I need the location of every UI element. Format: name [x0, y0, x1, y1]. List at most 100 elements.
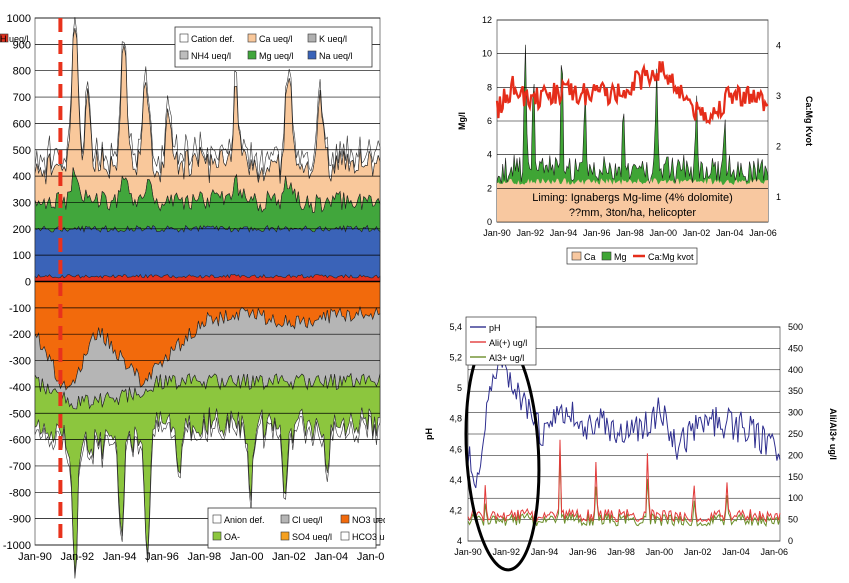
y-tick-label: 2 [487, 183, 492, 193]
y-tick-label: -900 [9, 514, 31, 526]
x-tick-label: Jan-92 [493, 547, 521, 557]
x-tick-label: Jan-94 [550, 228, 578, 238]
legend-swatch [179, 50, 189, 60]
legend-label: Anion def. [224, 515, 265, 525]
y-tick-label: 4 [457, 536, 462, 546]
y2-tick-label: 4 [776, 40, 781, 50]
y-tick-label: 0 [487, 217, 492, 227]
legend-label: Ca ueq/l [259, 34, 293, 44]
legend-label: Ca [584, 252, 596, 262]
y-tick-label: 300 [13, 197, 31, 209]
x-tick-label: Jan-98 [607, 547, 635, 557]
x-tick-label: Jan-00 [230, 551, 264, 563]
x-tick-label: Jan-96 [569, 547, 597, 557]
legend-swatch [280, 531, 290, 541]
y2-tick-label: 300 [788, 408, 803, 418]
x-tick-label: Jan-06 [357, 551, 385, 563]
legend: pH Ali(+) ug/l Al3+ ug/l [465, 316, 537, 366]
legend-swatch [340, 514, 350, 524]
legend-swatch [212, 514, 222, 524]
y2-tick-label: 500 [788, 322, 803, 332]
y2-tick-label: 1 [776, 192, 781, 202]
y-tick-label: -800 [9, 487, 31, 499]
y-tick-label: -1000 [3, 540, 31, 552]
y-tick-label: 100 [13, 250, 31, 262]
y2-axis-label: Ali/Al3+ ug/l [828, 408, 838, 460]
x-tick-label: Jan-90 [18, 551, 52, 563]
y-tick-label: 12 [482, 15, 492, 25]
legend-swatch [247, 50, 257, 60]
series-ratio [495, 61, 769, 125]
x-tick-label: Jan-90 [483, 228, 511, 238]
annotation: ??mm, 3ton/ha, helicopter [569, 207, 697, 219]
y-tick-label: 4,8 [449, 414, 462, 424]
x-tick-label: Jan-94 [103, 551, 137, 563]
legend-label: Cation def. [191, 34, 235, 44]
legend-label: SO4 ueq/l [292, 532, 332, 542]
legend-top: Cation def. Ca ueq/l K ueq/l H ueq/l NH4 ueq… [0, 26, 373, 68]
legend-label: H ueq/l [0, 34, 29, 44]
y-tick-label: 6 [487, 116, 492, 126]
legend-label: NH4 ueq/l [191, 51, 231, 61]
x-tick-label: Jan-04 [314, 551, 348, 563]
y-tick-label: 900 [13, 39, 31, 51]
legend-bottom: Anion def. Cl ueq/l NO3 ueq/l OA- SO4 ueq/l H… [207, 507, 385, 549]
series-ali [467, 439, 781, 523]
y-tick-label: 4,2 [449, 505, 462, 515]
y-tick-label: 600 [13, 118, 31, 130]
y-tick-label: -600 [9, 435, 31, 447]
x-tick-label: Jan-06 [749, 228, 777, 238]
annotation: Liming: Ignabergs Mg-lime (4% dolomite) [532, 192, 733, 204]
y-tick-label: 4 [487, 150, 492, 160]
legend-label: Cl ueq/l [292, 515, 323, 525]
legend-box [174, 26, 373, 68]
legend-label: Mg ueq/l [259, 51, 294, 61]
y-tick-label: 200 [13, 224, 31, 236]
x-tick-label: Jan-92 [516, 228, 544, 238]
legend-label: Mg [614, 252, 627, 262]
y-tick-label: -700 [9, 461, 31, 473]
y-tick-label: -100 [9, 303, 31, 315]
y-tick-label: 1000 [7, 13, 31, 25]
legend-swatch [212, 531, 222, 541]
series-mg [496, 44, 769, 223]
legend-box [207, 507, 377, 549]
y2-axis-label: Ca:Mg Kvot [804, 96, 814, 146]
y-tick-label: 4,6 [449, 444, 462, 454]
legend-swatch [280, 514, 290, 524]
y2-tick-label: 3 [776, 91, 781, 101]
y-tick-label: 700 [13, 92, 31, 104]
y-tick-label: 800 [13, 66, 31, 78]
legend-box [566, 247, 698, 265]
legend-swatch [247, 33, 257, 43]
legend-label: Ali(+) ug/l [489, 338, 527, 348]
legend-label: NO3 ueq/l [352, 515, 385, 525]
y2-tick-label: 100 [788, 493, 803, 503]
y-tick-label: 8 [487, 82, 492, 92]
y-tick-label: 0 [25, 277, 31, 289]
legend-label: Al3+ ug/l [489, 353, 524, 363]
y2-tick-label: 0 [788, 536, 793, 546]
legend-swatch [179, 33, 189, 43]
series-ph [467, 353, 781, 489]
x-tick-label: Jan-96 [583, 228, 611, 238]
series-na [34, 224, 381, 282]
y-tick-label: 4,4 [449, 475, 462, 485]
y2-tick-label: 350 [788, 386, 803, 396]
y2-tick-label: 450 [788, 343, 803, 353]
legend-label: pH [489, 323, 501, 333]
legend-swatch [307, 50, 317, 60]
legend-label: Ca:Mg kvot [648, 252, 694, 262]
x-tick-label: Jan-94 [531, 547, 559, 557]
y-axis-label: Mg/l [457, 112, 467, 130]
x-tick-label: Jan-02 [683, 228, 711, 238]
y2-tick-label: 150 [788, 472, 803, 482]
x-tick-label: Jan-00 [646, 547, 674, 557]
y-tick-label: -200 [9, 329, 31, 341]
series-anion-def [34, 407, 381, 579]
y-tick-label: 10 [482, 49, 492, 59]
x-tick-label: Jan-00 [649, 228, 677, 238]
y-tick-label: -400 [9, 382, 31, 394]
ph-al-chart: 0 50 100 150 200 250 300 350 400 450 500 4 4,2 4,4 4,6… [424, 316, 838, 572]
